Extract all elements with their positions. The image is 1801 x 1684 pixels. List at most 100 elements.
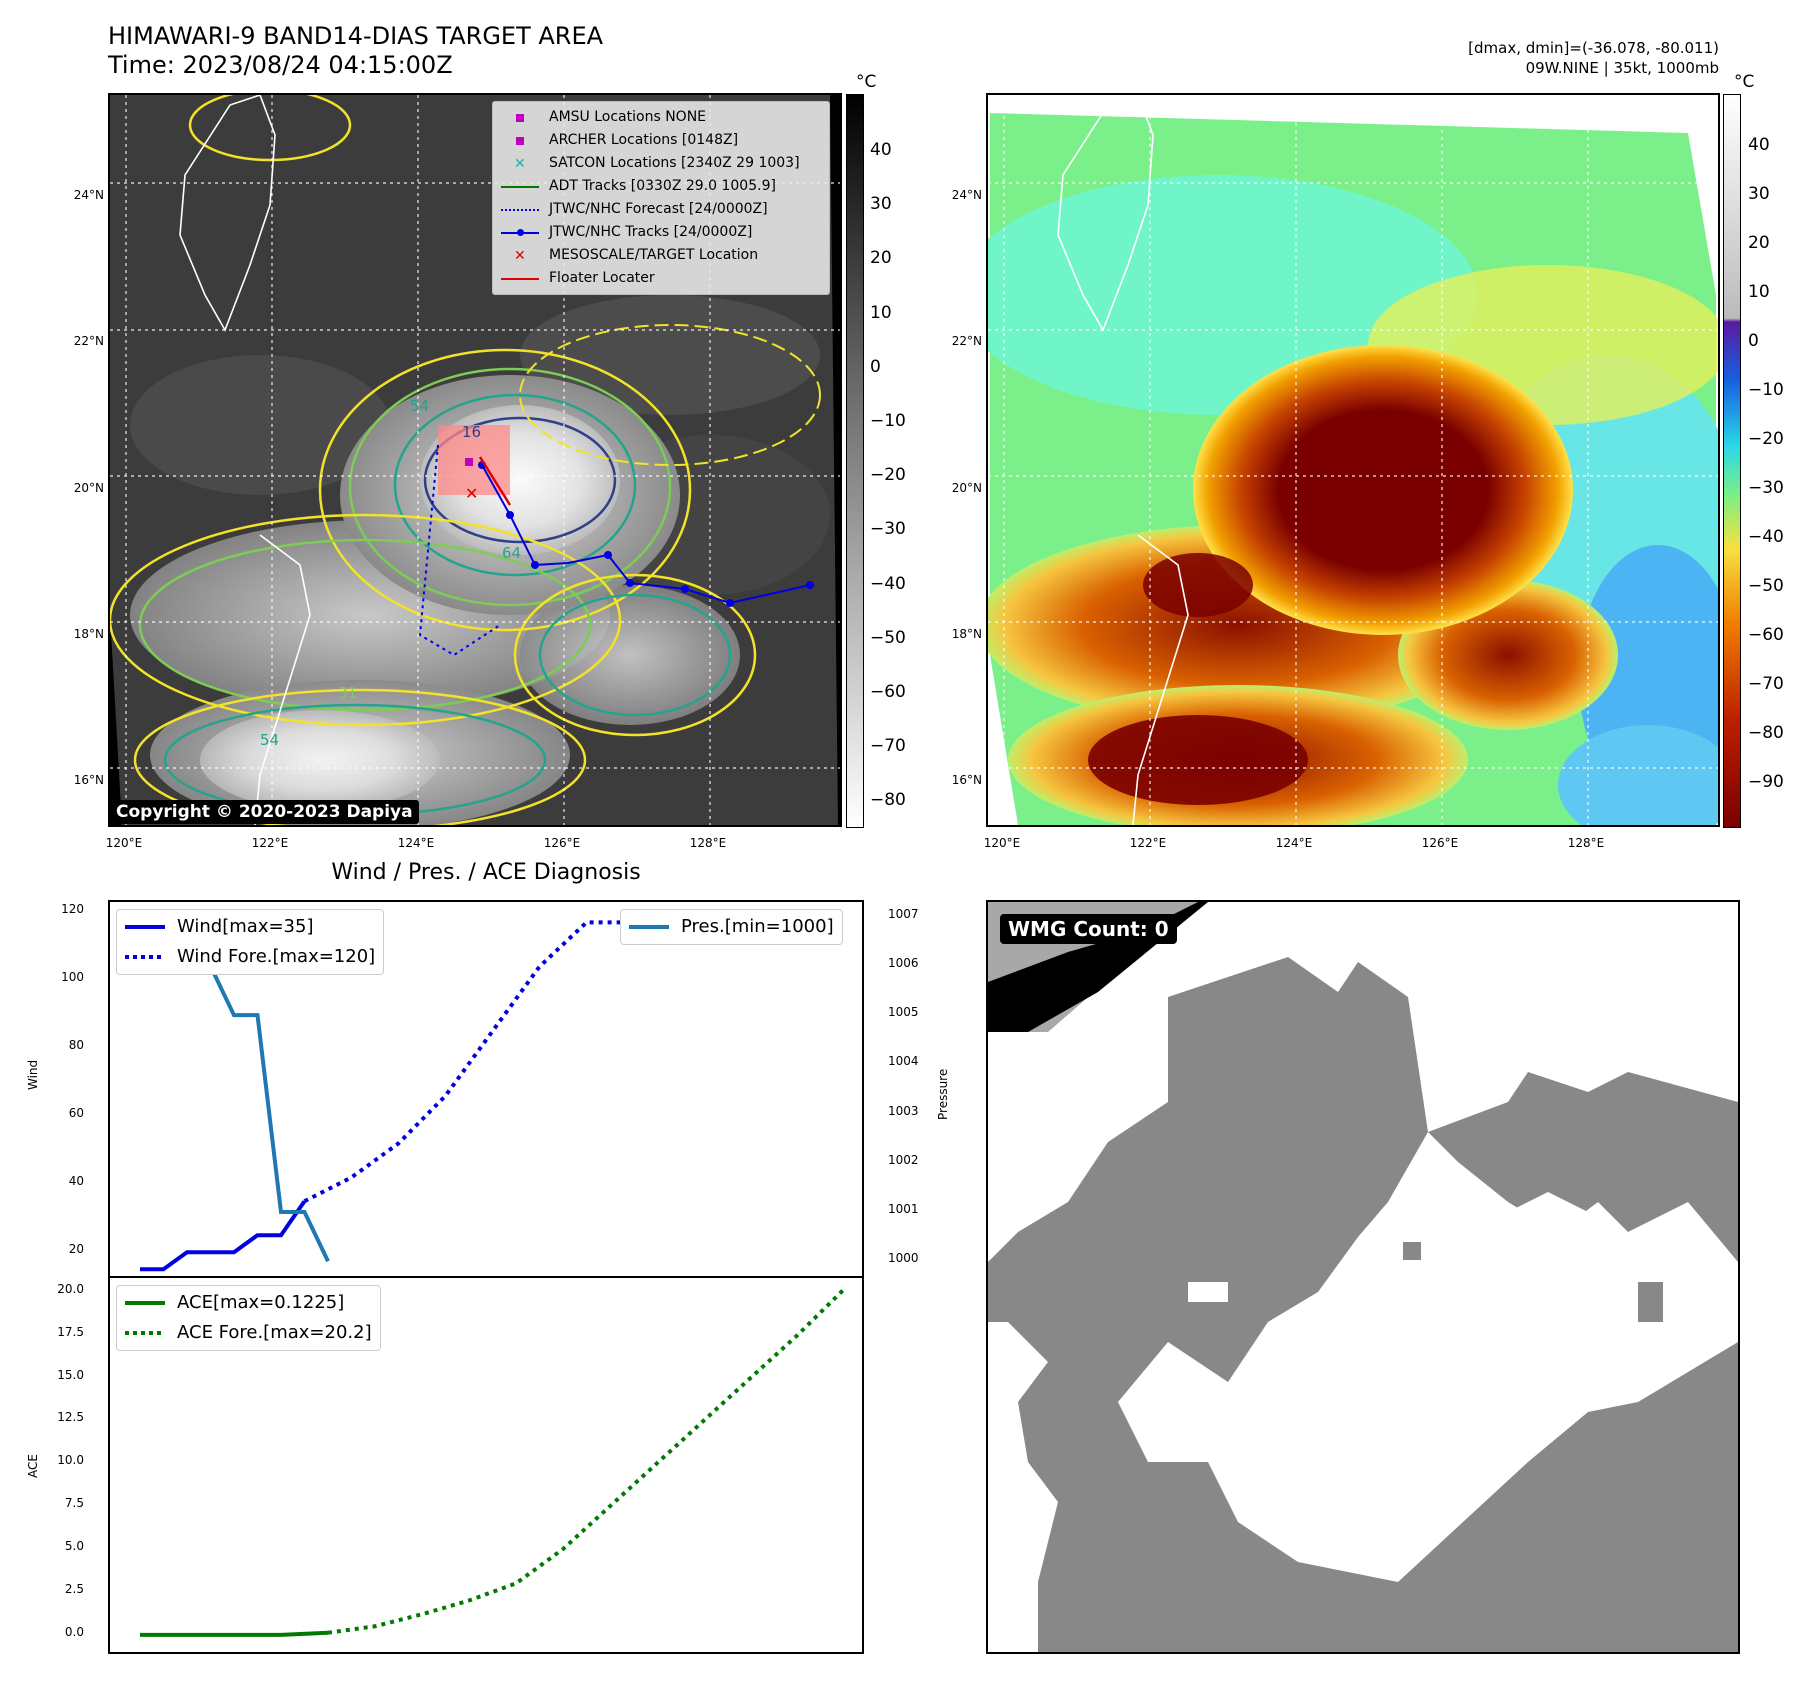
square-marker-icon [501, 111, 539, 125]
latitude-tick-label: 22°N [951, 334, 982, 348]
wind-axis-title: Wind [26, 1059, 40, 1090]
colorbar-tick-label: 30 [870, 194, 892, 215]
legend-entry: Floater Locater [501, 267, 821, 290]
colorbar-tick-label: 20 [1748, 233, 1770, 253]
colorbar-tick-label: −70 [1748, 674, 1784, 694]
longitude-tick-label: 122°E [251, 836, 289, 850]
line-dot-marker-icon [501, 226, 539, 240]
contour-label: 31 [338, 684, 357, 702]
wind-tick-label: 40 [68, 1174, 84, 1189]
copyright-label: Copyright © 2020-2023 Dapiya [110, 800, 419, 824]
latitude-tick-label: 18°N [73, 627, 104, 641]
title-line-1: HIMAWARI-9 BAND14-DIAS TARGET AREA [108, 22, 604, 50]
latitude-tick-label: 16°N [73, 773, 104, 787]
wind-tick-label: 80 [68, 1038, 84, 1053]
pressure-tick-label: 1002 [888, 1152, 919, 1167]
legend-entry: ✕ MESOSCALE/TARGET Location [501, 244, 821, 267]
latitude-tick-label: 22°N [73, 334, 104, 348]
right-map-panel [986, 93, 1720, 827]
colorbar-tick-label: 0 [870, 356, 881, 377]
legend-entry: ARCHER Locations [0148Z] [501, 129, 821, 152]
colorbar-tick-label: −30 [870, 519, 906, 540]
longitude-tick-label: 120°E [105, 836, 143, 850]
wmg-panel [986, 900, 1740, 1654]
longitude-tick-label: 124°E [1275, 836, 1313, 850]
colorbar-tick-label: −10 [870, 411, 906, 431]
colorbar-tick-label: −90 [1748, 772, 1784, 792]
x-marker-icon: ✕ [514, 155, 526, 172]
colorbar-tick-label: −80 [870, 790, 906, 811]
colorbar-tick-label: −50 [1748, 576, 1784, 596]
legend-entry: JTWC/NHC Tracks [24/0000Z] [501, 221, 821, 244]
subtitle-line-2: 09W.NINE | 35kt, 1000mb [1525, 59, 1719, 77]
pressure-tick-label: 1004 [888, 1054, 919, 1069]
legend-entry: Wind Fore.[max=120] [125, 942, 375, 972]
right-colorbar-unit: °C [1734, 72, 1755, 92]
dotted-line-icon [125, 955, 165, 959]
right-colorbar [1723, 94, 1741, 828]
longitude-tick-label: 126°E [543, 836, 581, 850]
colorbar-tick-label: 20 [870, 248, 892, 269]
ace-tick-label: 15.0 [57, 1367, 84, 1382]
ace-tick-label: 20.0 [57, 1281, 84, 1296]
contour-label: 54 [260, 731, 279, 749]
pressure-tick-label: 1000 [888, 1251, 919, 1266]
x-marker-icon: ✕ [514, 247, 526, 264]
legend-entry: Wind[max=35] [125, 912, 375, 942]
latitude-tick-label: 20°N [951, 481, 982, 495]
legend-entry: ADT Tracks [0330Z 29.0 1005.9] [501, 175, 821, 198]
wmg-image [988, 902, 1738, 1652]
title-line-2: Time: 2023/08/24 04:15:00Z [108, 51, 453, 79]
dotted-line-icon [501, 203, 539, 217]
longitude-tick-label: 128°E [1567, 836, 1605, 850]
subtitle-line-1: [dmax, dmin]=(-36.078, -80.011) [1468, 39, 1719, 57]
series-line [140, 1630, 329, 1637]
ace-tick-label: 0.0 [64, 1624, 84, 1639]
legend-entry: ACE[max=0.1225] [125, 1288, 372, 1318]
colorbar-tick-label: 10 [1748, 282, 1770, 302]
colorbar-tick-label: −80 [1748, 723, 1784, 743]
legend-entry: AMSU Locations NONE [501, 106, 821, 129]
ace-tick-label: 10.0 [57, 1453, 84, 1468]
latitude-tick-label: 20°N [73, 481, 104, 495]
latitude-tick-label: 24°N [951, 188, 982, 202]
longitude-tick-label: 122°E [1129, 836, 1167, 850]
svg-text:✕: ✕ [465, 484, 478, 503]
square-marker-icon [501, 134, 539, 148]
pressure-tick-label: 1005 [888, 1005, 919, 1020]
figure-title: HIMAWARI-9 BAND14-DIAS TARGET AREA Time:… [108, 22, 603, 80]
legend-entry: ACE Fore.[max=20.2] [125, 1318, 372, 1348]
colorbar-tick-label: 10 [870, 302, 892, 323]
pressure-tick-label: 1001 [888, 1202, 919, 1217]
wind-tick-label: 120 [61, 902, 84, 917]
wind-tick-label: 100 [61, 970, 84, 985]
longitude-tick-label: 120°E [983, 836, 1021, 850]
legend-entry: JTWC/NHC Forecast [24/0000Z] [501, 198, 821, 221]
ace-tick-label: 17.5 [57, 1324, 84, 1339]
colorbar-tick-label: −70 [870, 736, 906, 757]
colorbar-tick-label: 30 [1748, 184, 1770, 204]
line-marker-icon [501, 272, 539, 286]
pressure-axis-title: Pressure [936, 1068, 950, 1120]
pressure-tick-label: 1006 [888, 955, 919, 970]
pressure-tick-label: 1003 [888, 1103, 919, 1118]
latitude-tick-label: 24°N [73, 188, 104, 202]
latitude-tick-label: 16°N [951, 773, 982, 787]
left-colorbar-unit: °C [856, 72, 877, 92]
latitude-tick-label: 18°N [951, 627, 982, 641]
series-line [327, 1286, 847, 1635]
contour-label: 64 [502, 544, 521, 562]
right-map-image [988, 95, 1718, 825]
ace-plot [140, 1286, 847, 1637]
ace-legend: ACE[max=0.1225] ACE Fore.[max=20.2] [116, 1285, 381, 1351]
pressure-tick-label: 1007 [888, 906, 919, 921]
legend-entry: Pres.[min=1000] [629, 912, 834, 942]
longitude-tick-label: 124°E [397, 836, 435, 850]
longitude-tick-label: 126°E [1421, 836, 1459, 850]
colorbar-tick-label: −10 [1748, 380, 1784, 400]
wind-legend: Wind[max=35] Wind Fore.[max=120] [116, 909, 385, 975]
colorbar-tick-label: −30 [1748, 478, 1784, 498]
colorbar-tick-label: 40 [870, 140, 892, 160]
longitude-tick-label: 128°E [689, 836, 727, 850]
contour-label: 16 [462, 423, 481, 441]
